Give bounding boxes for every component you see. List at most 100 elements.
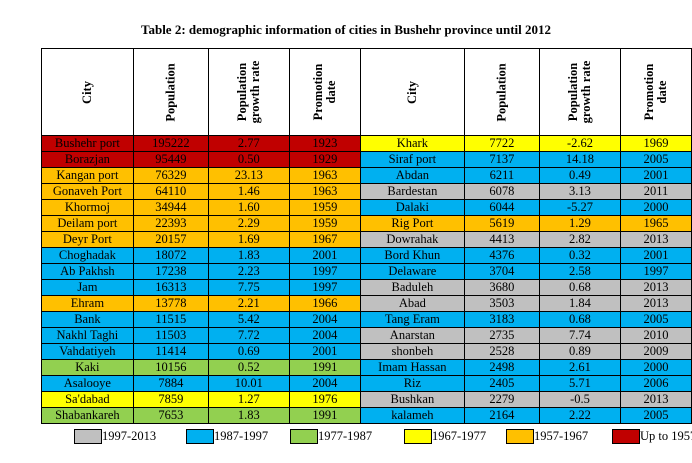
cell-growth-right: 5.71 bbox=[538, 375, 621, 392]
table-row: Bushehr port 195222 2.77 1923 Khark 7722 -2.62… bbox=[41, 135, 692, 152]
cell-city-right: Khark bbox=[359, 135, 465, 152]
cell-city-right: Anarstan bbox=[359, 327, 465, 344]
cell-growth-left: 1.60 bbox=[207, 199, 290, 216]
cell-city-left: Nakhl Taghi bbox=[41, 327, 134, 344]
cell-growth-left: 1.83 bbox=[207, 407, 290, 424]
cell-date-left: 1997 bbox=[288, 263, 361, 280]
cell-date-left: 2004 bbox=[288, 375, 361, 392]
cell-date-left: 1959 bbox=[288, 215, 361, 232]
cell-date-left: 1991 bbox=[288, 359, 361, 376]
cell-date-right: 2011 bbox=[619, 183, 692, 200]
cell-growth-left: 1.46 bbox=[207, 183, 290, 200]
legend-label: 1997-2013 bbox=[102, 429, 157, 443]
cell-population-right: 2279 bbox=[463, 391, 540, 408]
cell-date-left: 1966 bbox=[288, 295, 361, 312]
table-title: Table 2: demographic information of citi… bbox=[140, 22, 551, 37]
cell-population-left: 11503 bbox=[132, 327, 209, 344]
cell-city-right: Dowrahak bbox=[359, 231, 465, 248]
table-row: Ehram 13778 2.21 1966 Abad 3503 1.84 2013 bbox=[41, 295, 692, 312]
cell-date-right: 2005 bbox=[619, 151, 692, 168]
cell-population-right: 2735 bbox=[463, 327, 540, 344]
cell-city-left: Gonaveh Port bbox=[41, 183, 134, 200]
header-date-right: Promotion date bbox=[641, 63, 669, 120]
header-cell: Population growth rate bbox=[207, 48, 290, 136]
header-cell: Population bbox=[132, 48, 209, 136]
cell-date-left: 1929 bbox=[288, 151, 361, 168]
cell-population-left: 34944 bbox=[132, 199, 209, 216]
cell-population-right: 3704 bbox=[463, 263, 540, 280]
header-city-right: City bbox=[404, 80, 419, 104]
header-city-left: City bbox=[79, 80, 94, 104]
cell-city-left: Asalooye bbox=[41, 375, 134, 392]
cell-city-left: Borazjan bbox=[41, 151, 134, 168]
cell-population-left: 7884 bbox=[132, 375, 209, 392]
cell-growth-left: 0.52 bbox=[207, 359, 290, 376]
cell-growth-left: 1.83 bbox=[207, 247, 290, 264]
table-row: Shabankareh 7653 1.83 1991 kalameh 2164 2.22 20… bbox=[41, 407, 692, 424]
demographic-table: City Population Population growth rate P… bbox=[41, 48, 692, 424]
table-row: Sa'dabad 7859 1.27 1976 Bushkan 2279 -0.5 2013 bbox=[41, 391, 692, 408]
cell-population-right: 4376 bbox=[463, 247, 540, 264]
cell-growth-left: 2.77 bbox=[207, 135, 290, 152]
cell-population-left: 7859 bbox=[132, 391, 209, 408]
cell-date-right: 1969 bbox=[619, 135, 692, 152]
cell-city-left: Vahdatiyeh bbox=[41, 343, 134, 360]
cell-population-right: 2528 bbox=[463, 343, 540, 360]
cell-city-left: Kangan port bbox=[41, 167, 134, 184]
cell-growth-right: -2.62 bbox=[538, 135, 621, 152]
color-legend: 1997-2013 1987-1997 1977-1987 1967-1977 1957… bbox=[74, 428, 692, 446]
cell-growth-left: 1.69 bbox=[207, 231, 290, 248]
cell-date-left: 2004 bbox=[288, 311, 361, 328]
cell-city-right: Tang Eram bbox=[359, 311, 465, 328]
cell-growth-right: 2.22 bbox=[538, 407, 621, 424]
cell-date-right: 2010 bbox=[619, 327, 692, 344]
cell-growth-right: 1.29 bbox=[538, 215, 621, 232]
cell-population-left: 18072 bbox=[132, 247, 209, 264]
cell-growth-right: 14.18 bbox=[538, 151, 621, 168]
legend-swatch bbox=[404, 429, 432, 444]
cell-city-right: Bushkan bbox=[359, 391, 465, 408]
cell-population-right: 5619 bbox=[463, 215, 540, 232]
cell-city-left: Khormoj bbox=[41, 199, 134, 216]
header-cell: Promotion date bbox=[619, 48, 692, 136]
table-row: Gonaveh Port 64110 1.46 1963 Bardestan 6078 3.… bbox=[41, 183, 692, 200]
cell-date-right: 2000 bbox=[619, 199, 692, 216]
cell-population-right: 6211 bbox=[463, 167, 540, 184]
cell-growth-left: 7.75 bbox=[207, 279, 290, 296]
cell-date-right: 2013 bbox=[619, 231, 692, 248]
legend-swatch bbox=[290, 429, 318, 444]
cell-city-left: Ab Pakhsh bbox=[41, 263, 134, 280]
cell-growth-right: 0.89 bbox=[538, 343, 621, 360]
cell-growth-right: -5.27 bbox=[538, 199, 621, 216]
cell-growth-right: -0.5 bbox=[538, 391, 621, 408]
cell-population-left: 11414 bbox=[132, 343, 209, 360]
cell-date-right: 2013 bbox=[619, 279, 692, 296]
cell-population-left: 64110 bbox=[132, 183, 209, 200]
cell-date-left: 1963 bbox=[288, 167, 361, 184]
header-growth-left: Population growth rate bbox=[234, 60, 262, 123]
cell-growth-left: 23.13 bbox=[207, 167, 290, 184]
table-row: Asalooye 7884 10.01 2004 Riz 2405 5.71 2006 bbox=[41, 375, 692, 392]
cell-date-left: 2001 bbox=[288, 247, 361, 264]
legend-label: Up to 1957 bbox=[640, 429, 692, 443]
cell-city-left: Deilam port bbox=[41, 215, 134, 232]
cell-population-left: 20157 bbox=[132, 231, 209, 248]
cell-date-left: 1991 bbox=[288, 407, 361, 424]
legend-label: 1987-1997 bbox=[214, 429, 269, 443]
legend-swatch bbox=[74, 429, 102, 444]
cell-city-right: Abdan bbox=[359, 167, 465, 184]
cell-population-left: 13778 bbox=[132, 295, 209, 312]
cell-date-left: 1959 bbox=[288, 199, 361, 216]
cell-growth-right: 2.82 bbox=[538, 231, 621, 248]
cell-population-left: 17238 bbox=[132, 263, 209, 280]
cell-population-left: 11515 bbox=[132, 311, 209, 328]
legend-swatch bbox=[186, 429, 214, 444]
cell-date-left: 1997 bbox=[288, 279, 361, 296]
cell-date-right: 2001 bbox=[619, 247, 692, 264]
cell-date-right: 2005 bbox=[619, 407, 692, 424]
cell-growth-right: 0.68 bbox=[538, 311, 621, 328]
legend-label: 1967-1977 bbox=[432, 429, 487, 443]
table-row: Jam 16313 7.75 1997 Baduleh 3680 0.68 2013 bbox=[41, 279, 692, 296]
cell-date-right: 2009 bbox=[619, 343, 692, 360]
cell-population-left: 10156 bbox=[132, 359, 209, 376]
